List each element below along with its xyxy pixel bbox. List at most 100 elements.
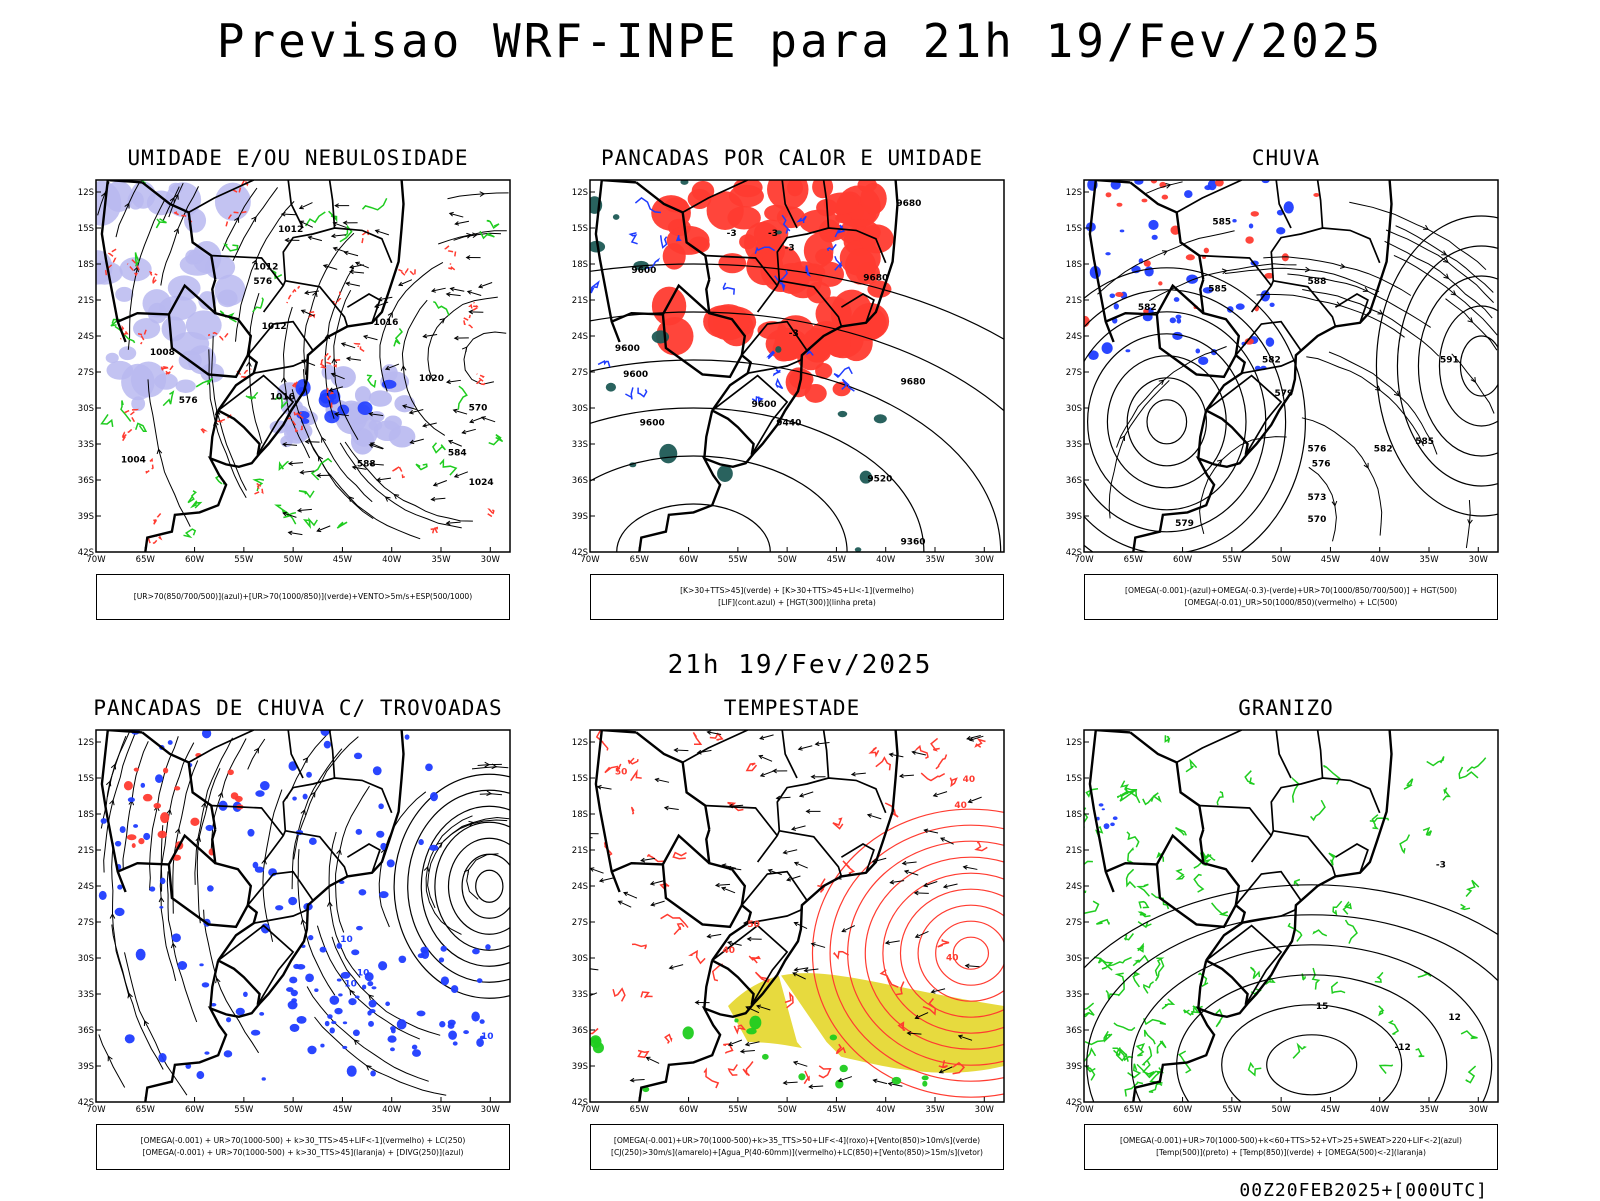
panel-umidade: UMIDADE E/OU NEBULOSIDADE [UR>70(850/700… — [78, 146, 518, 626]
lon-tick-label: 35W — [431, 1105, 451, 1115]
contour-label: 15 — [1316, 1002, 1329, 1012]
lon-tick-label: 55W — [1222, 1105, 1242, 1115]
lon-tick-label: 60W — [185, 1105, 205, 1115]
lon-tick-label: 55W — [1222, 555, 1242, 565]
lat-tick-label: 33S — [572, 440, 588, 450]
contour-label: 10 — [344, 980, 357, 990]
contour-label: 10 — [340, 935, 353, 945]
contour-label: 588 — [1308, 277, 1327, 287]
lon-tick-label: 40W — [1370, 1105, 1390, 1115]
weather-map: -3-12151212S15S18S21S24S27S30S33S36S39S4… — [1066, 722, 1506, 1122]
lon-tick-label: 40W — [876, 555, 896, 565]
lat-tick-label: 12S — [1066, 188, 1082, 198]
lat-tick-label: 15S — [78, 774, 94, 784]
lon-tick-label: 35W — [925, 1105, 945, 1115]
lat-tick-label: 12S — [78, 738, 94, 748]
lon-tick-label: 50W — [284, 1105, 304, 1115]
legend-line: [K>30+TTS>45](verde) + [K>30+TTS>45+LI<-… — [680, 585, 914, 597]
contour-label: -3 — [789, 329, 799, 339]
contour-label: 1020 — [419, 374, 444, 384]
contour-label: 1016 — [373, 318, 398, 328]
lat-tick-label: 30S — [78, 954, 94, 964]
lon-tick-label: 30W — [1469, 555, 1489, 565]
lon-tick-label: 30W — [975, 1105, 995, 1115]
contour-label: 585 — [1212, 218, 1231, 228]
lat-tick-label: 27S — [572, 918, 588, 928]
contour-label: 1012 — [278, 225, 303, 235]
lat-tick-label: 21S — [78, 846, 94, 856]
contour-label: 9680 — [896, 199, 921, 209]
forecast-time-subtitle: 21h 19/Fev/2025 — [0, 650, 1600, 680]
contour-label: 40 — [963, 775, 976, 785]
lat-tick-label: 27S — [78, 368, 94, 378]
lat-tick-label: 21S — [572, 296, 588, 306]
lon-tick-label: 55W — [234, 555, 254, 565]
contour-label: 40 — [954, 801, 967, 811]
contour-label: 585 — [1208, 285, 1227, 295]
lat-tick-label: 18S — [1066, 260, 1082, 270]
contour-label: 1012 — [253, 262, 278, 272]
lat-tick-label: 24S — [572, 332, 588, 342]
lat-tick-label: 24S — [78, 332, 94, 342]
lat-tick-label: 18S — [572, 260, 588, 270]
lat-tick-label: 18S — [78, 260, 94, 270]
contour-label: 9440 — [776, 419, 801, 429]
lon-tick-label: 35W — [1419, 555, 1439, 565]
lat-tick-label: 30S — [1066, 954, 1082, 964]
lon-tick-label: 60W — [1173, 555, 1193, 565]
contour-label: 582 — [1138, 303, 1157, 313]
lon-tick-label: 50W — [778, 555, 798, 565]
lat-tick-label: 36S — [1066, 476, 1082, 486]
lat-tick-label: 30S — [1066, 404, 1082, 414]
lat-tick-label: 33S — [572, 990, 588, 1000]
lon-tick-label: 35W — [925, 555, 945, 565]
lon-tick-label: 70W — [1074, 555, 1094, 565]
lat-tick-label: 12S — [78, 188, 94, 198]
lat-tick-label: 18S — [1066, 810, 1082, 820]
legend-line: [UR>70(850/700/500)](azul)+[UR>70(1000/8… — [134, 591, 472, 603]
lat-tick-label: 36S — [78, 1026, 94, 1036]
lat-tick-label: 12S — [1066, 738, 1082, 748]
lat-tick-label: 30S — [78, 404, 94, 414]
lon-tick-label: 45W — [827, 555, 847, 565]
lon-tick-label: 70W — [580, 555, 600, 565]
lat-tick-label: 39S — [78, 512, 94, 522]
lat-tick-label: 30S — [572, 404, 588, 414]
contour-label: 1008 — [150, 348, 175, 358]
lon-tick-label: 70W — [86, 1105, 106, 1115]
contour-label: 570 — [1308, 515, 1327, 525]
lat-tick-label: 39S — [572, 1062, 588, 1072]
panel-title: PANCADAS POR CALOR E UMIDADE — [572, 146, 1012, 170]
lon-tick-label: 45W — [333, 555, 353, 565]
lat-tick-label: 36S — [1066, 1026, 1082, 1036]
lat-tick-label: 33S — [78, 990, 94, 1000]
weather-map: 50404050404012S15S18S21S24S27S30S33S36S3… — [572, 722, 1012, 1122]
lat-tick-label: 15S — [572, 224, 588, 234]
lon-tick-label: 45W — [333, 1105, 353, 1115]
panel-legend: [OMEGA(-0.001)+UR>70(1000-500)+k>35_TTS>… — [590, 1124, 1004, 1170]
lon-tick-label: 35W — [431, 555, 451, 565]
contour-label: 576 — [1308, 445, 1327, 455]
contour-label: -3 — [1436, 861, 1446, 871]
lat-tick-label: 18S — [78, 810, 94, 820]
contour-label: 50 — [747, 920, 760, 930]
contour-label: 1012 — [262, 322, 287, 332]
contour-label: 584 — [448, 448, 467, 458]
panel-title: CHUVA — [1066, 146, 1506, 170]
lat-tick-label: 21S — [1066, 846, 1082, 856]
legend-line: [OMEGA(-0.01)_UR>50(1000/850)(vermelho) … — [1185, 597, 1398, 609]
lon-tick-label: 30W — [481, 1105, 501, 1115]
panel-legend: [UR>70(850/700/500)](azul)+[UR>70(1000/8… — [96, 574, 510, 620]
contour-label: 576 — [253, 277, 272, 287]
lat-tick-label: 21S — [572, 846, 588, 856]
lon-tick-label: 60W — [679, 1105, 699, 1115]
lon-tick-label: 60W — [185, 555, 205, 565]
lon-tick-label: 50W — [284, 555, 304, 565]
contour-label: 1024 — [469, 478, 494, 488]
panel-chuva: CHUVA [OMEGA(-0.001)-(azul)+OMEGA(-0.3)-… — [1066, 146, 1506, 626]
contour-label: 1004 — [121, 456, 146, 466]
lon-tick-label: 70W — [1074, 1105, 1094, 1115]
lat-tick-label: 39S — [78, 1062, 94, 1072]
lon-tick-label: 65W — [630, 555, 650, 565]
weather-map: 5855885825915855825795765735705765825855… — [1066, 172, 1506, 572]
